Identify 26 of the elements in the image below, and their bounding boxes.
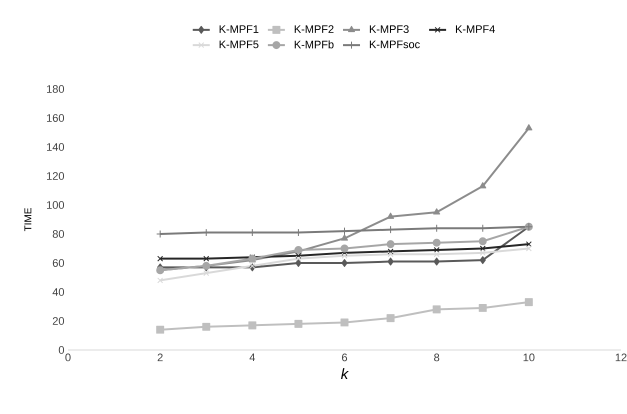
y-axis-title: TIME (24, 208, 32, 232)
legend-label: K-MPF2 (294, 25, 334, 33)
legend-label: K-MPFb (294, 40, 334, 48)
y-tick-label: 60 (52, 259, 64, 267)
x-tick-label: 10 (524, 354, 534, 362)
x-tick-label: 0 (65, 354, 71, 362)
x-tick-label: 2 (158, 354, 163, 362)
legend-label: K-MPF5 (220, 40, 258, 48)
y-tick-label: 140 (47, 143, 64, 151)
x-tick-label: 12 (616, 354, 627, 362)
legend-label: K-MPF1 (220, 25, 258, 33)
y-tick-label: 160 (47, 114, 64, 122)
y-tick-label: 180 (47, 85, 64, 93)
y-tick-label: 40 (52, 288, 64, 296)
x-tick-label: 8 (434, 354, 440, 362)
y-tick-label: 80 (52, 230, 64, 238)
legend-label: K-MPF3 (370, 25, 409, 34)
legend-label: K-MPF4 (456, 25, 495, 33)
x-axis-title: k (341, 368, 349, 379)
x-tick-label: 4 (250, 354, 256, 362)
y-tick-label: 120 (47, 172, 64, 180)
y-tick-label: 20 (52, 317, 64, 325)
y-tick-label: 100 (47, 201, 64, 209)
y-tick-label: 0 (58, 346, 64, 354)
x-tick-label: 6 (342, 354, 348, 362)
legend-label: K-MPFsoc (370, 40, 420, 48)
